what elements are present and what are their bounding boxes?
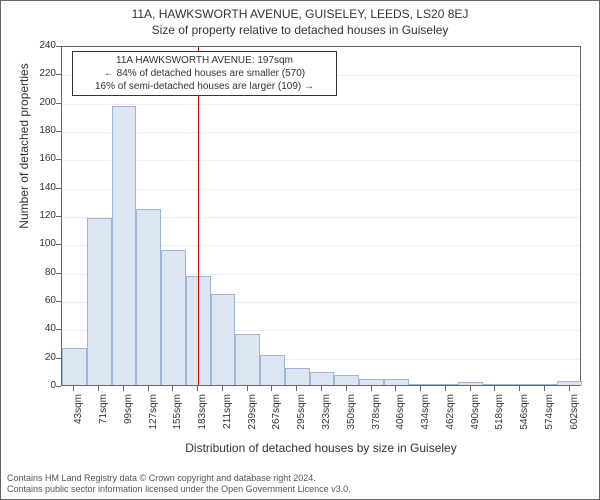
bar — [285, 368, 310, 385]
annotation-line: 16% of semi-detached houses are larger (… — [79, 80, 330, 93]
x-tick-label: 490sqm — [470, 394, 481, 434]
bar — [409, 384, 434, 385]
x-tick-label: 518sqm — [494, 394, 505, 434]
x-tick-label: 127sqm — [148, 394, 159, 434]
bar — [136, 209, 161, 385]
x-tick-label: 406sqm — [395, 394, 406, 434]
footer-line-2: Contains public sector information licen… — [7, 484, 351, 495]
footer-line-1: Contains HM Land Registry data © Crown c… — [7, 473, 351, 484]
bar — [532, 384, 557, 385]
x-axis-label: Distribution of detached houses by size … — [61, 441, 581, 455]
bar — [458, 382, 483, 385]
x-tick-label: 350sqm — [346, 394, 357, 434]
y-tick-label: 20 — [26, 352, 56, 363]
x-tick-label: 183sqm — [197, 394, 208, 434]
x-tick-label: 43sqm — [73, 394, 84, 434]
y-tick-label: 200 — [26, 97, 56, 108]
bar — [384, 379, 409, 385]
annotation-line: 11A HAWKSWORTH AVENUE: 197sqm — [79, 54, 330, 67]
bar — [260, 355, 285, 385]
x-tick-label: 295sqm — [296, 394, 307, 434]
y-tick-label: 0 — [26, 380, 56, 391]
x-tick-label: 462sqm — [445, 394, 456, 434]
y-tick-label: 240 — [26, 40, 56, 51]
x-tick-label: 211sqm — [222, 394, 233, 434]
x-tick-label: 239sqm — [247, 394, 258, 434]
x-tick-label: 155sqm — [172, 394, 183, 434]
bar — [433, 384, 458, 385]
bar — [112, 106, 137, 385]
chart-container: 11A, HAWKSWORTH AVENUE, GUISELEY, LEEDS,… — [0, 0, 600, 500]
annotation-box: 11A HAWKSWORTH AVENUE: 197sqm← 84% of de… — [72, 51, 337, 96]
x-tick-label: 546sqm — [519, 394, 530, 434]
y-tick-label: 160 — [26, 153, 56, 164]
footer-attribution: Contains HM Land Registry data © Crown c… — [7, 473, 351, 495]
bar — [235, 334, 260, 385]
y-tick-label: 220 — [26, 68, 56, 79]
y-tick-label: 120 — [26, 210, 56, 221]
y-tick-label: 40 — [26, 323, 56, 334]
bar — [310, 372, 335, 385]
plot-area: 11A HAWKSWORTH AVENUE: 197sqm← 84% of de… — [61, 46, 581, 386]
bar — [508, 384, 533, 385]
bar — [87, 218, 112, 385]
bar — [359, 379, 384, 385]
chart-title: 11A, HAWKSWORTH AVENUE, GUISELEY, LEEDS,… — [1, 7, 599, 21]
y-tick-label: 60 — [26, 295, 56, 306]
y-tick-label: 140 — [26, 182, 56, 193]
annotation-line: ← 84% of detached houses are smaller (57… — [79, 67, 330, 80]
x-tick-label: 434sqm — [420, 394, 431, 434]
bar — [211, 294, 236, 385]
bar — [62, 348, 87, 385]
bar — [483, 384, 508, 385]
bar — [557, 381, 582, 385]
x-tick-label: 323sqm — [321, 394, 332, 434]
x-tick-label: 574sqm — [544, 394, 555, 434]
x-tick-label: 99sqm — [123, 394, 134, 434]
reference-line — [198, 47, 199, 385]
bar — [161, 250, 186, 385]
chart-subtitle: Size of property relative to detached ho… — [1, 23, 599, 37]
x-tick-label: 378sqm — [371, 394, 382, 434]
x-tick-label: 602sqm — [569, 394, 580, 434]
x-tick-label: 267sqm — [271, 394, 282, 434]
y-tick-label: 100 — [26, 238, 56, 249]
y-tick-label: 180 — [26, 125, 56, 136]
bar — [334, 375, 359, 385]
x-tick-label: 71sqm — [98, 394, 109, 434]
y-tick-label: 80 — [26, 267, 56, 278]
